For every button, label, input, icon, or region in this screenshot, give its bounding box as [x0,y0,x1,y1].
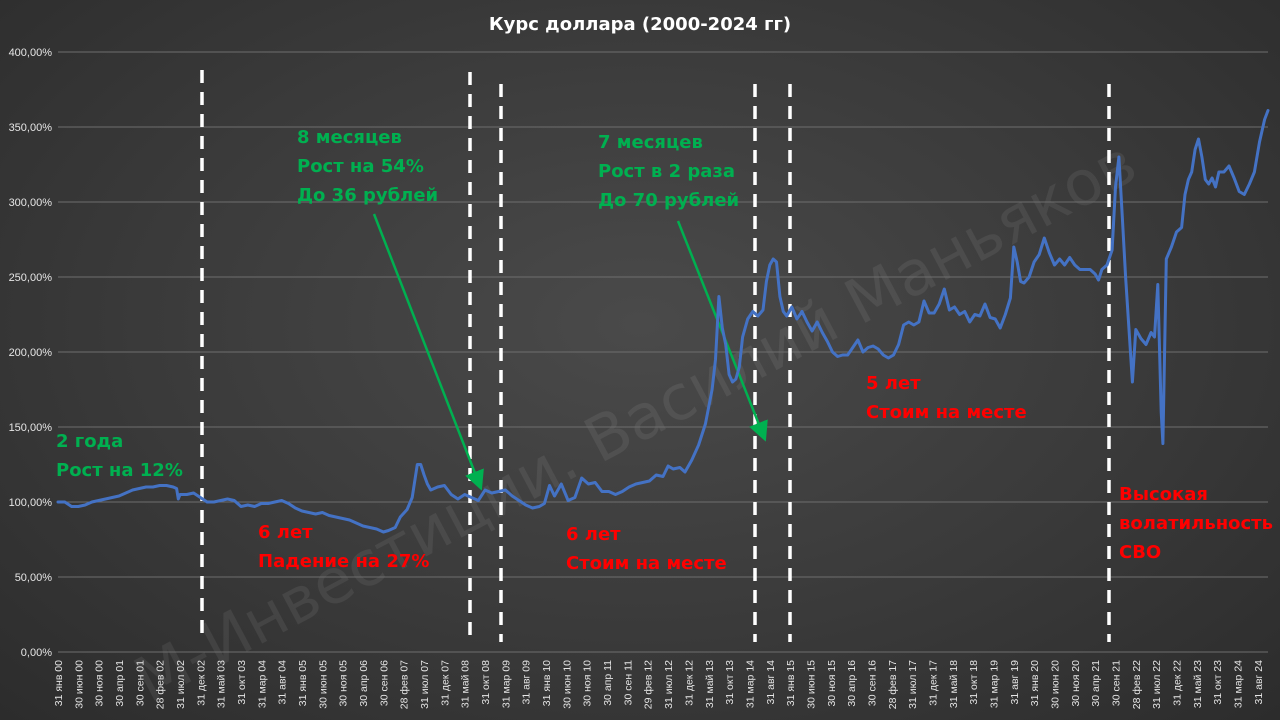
x-tick-label: 30 апр 16 [846,660,858,707]
x-tick-label: 31 авг 04 [277,660,289,705]
x-tick-label: 31 окт 08 [480,660,492,705]
x-tick-label: 30 июн 05 [317,660,329,709]
annotation-text: Высокая [1119,484,1208,505]
x-axis: 31 янв 00 30 июн 00 30 ноя 00 30 апр 01 30 с… [53,660,1265,709]
annotation-text: Рост на 54% [297,156,424,177]
x-tick-label: 31 дек 12 [683,660,695,706]
y-axis: 0,00% 50,00% 100,00% 150,00% 200,00% 250,00% 3… [9,47,53,659]
x-tick-label: 30 июн 20 [1049,660,1061,709]
annotation-text: Рост на 12% [56,460,183,481]
x-tick-label: 31 июл 17 [907,660,919,709]
y-tick-label: 100,00% [9,497,53,509]
y-tick-label: 350,00% [9,122,53,134]
x-tick-label: 28 фев 02 [155,660,167,709]
x-tick-label: 31 авг 19 [1009,660,1021,705]
x-tick-label: 30 ноя 15 [826,660,838,707]
y-tick-label: 300,00% [9,197,53,209]
y-tick-label: 50,00% [15,572,53,584]
annotation-text: СВО [1119,542,1161,563]
x-tick-label: 31 янв 05 [297,660,309,706]
x-tick-label: 31 май 18 [948,660,960,708]
x-tick-label: 31 мар 04 [256,660,268,708]
annotation-text: Рост в 2 раза [598,161,735,182]
x-tick-label: 31 май 03 [216,660,228,708]
x-tick-label: 30 июн 10 [561,660,573,709]
x-tick-label: 30 апр 21 [1090,660,1102,707]
annotation-text: 5 лет [866,373,921,394]
x-tick-label: 31 июл 12 [663,660,675,709]
x-tick-label: 31 мар 09 [500,660,512,708]
y-tick-label: 0,00% [21,647,52,659]
annotation-text: волатильность [1119,513,1273,534]
annotation-text: До 36 рублей [297,185,438,206]
x-tick-label: 31 дек 17 [927,660,939,706]
x-tick-label: 30 сен 11 [622,660,634,705]
x-tick-label: 31 окт 03 [236,660,248,705]
annotation-text: Падение на 27% [258,551,429,572]
x-tick-label: 30 апр 06 [358,660,370,707]
annotation-text: Стоим на месте [566,553,727,574]
annotation-text: 8 месяцев [297,127,402,148]
x-tick-label: 31 июл 22 [1151,660,1163,709]
x-tick-label: 31 мар 19 [988,660,1000,708]
chart-title: Курс доллара (2000-2024 гг) [489,14,791,35]
annotation-text: 6 лет [566,524,621,545]
x-tick-label: 31 янв 00 [53,660,65,706]
x-tick-label: 30 июн 00 [73,660,85,709]
x-tick-label: 31 дек 07 [439,660,451,706]
x-tick-label: 31 мар 14 [744,660,756,708]
x-tick-label: 30 ноя 20 [1070,660,1082,707]
y-tick-label: 400,00% [9,47,53,59]
annotations: 2 года Рост на 12% 6 лет Падение на 27% 8 ме… [56,127,1273,574]
x-tick-label: 31 дек 02 [195,660,207,706]
x-tick-label: 31 июл 02 [175,660,187,709]
x-tick-label: 31 авг 24 [1253,660,1265,705]
x-tick-label: 30 апр 01 [114,660,126,707]
gridlines [58,51,1268,653]
annotation-text: 2 года [56,431,123,452]
annotation-text: 7 месяцев [598,132,703,153]
x-tick-label: 30 сен 21 [1110,660,1122,706]
x-tick-label: 30 ноя 10 [582,660,594,707]
annotation-text: До 70 рублей [598,190,739,211]
x-tick-label: 30 ноя 05 [338,660,350,707]
x-tick-label: 29 фев 12 [643,660,655,709]
series-line [56,109,1270,534]
x-tick-label: 31 авг 14 [765,660,777,705]
period-dividers [200,70,1111,642]
x-tick-label: 31 янв 15 [785,660,797,706]
x-tick-label: 31 май 08 [460,660,472,708]
x-tick-label: 31 янв 10 [541,660,553,706]
x-tick-label: 30 июн 15 [805,660,817,709]
x-tick-label: 31 янв 20 [1029,660,1041,706]
x-tick-label: 30 сен 01 [134,660,146,706]
annotation-text: Стоим на месте [866,402,1027,423]
x-tick-label: 31 авг 09 [521,660,533,705]
x-tick-label: 31 май 13 [704,660,716,708]
x-tick-label: 28 фев 17 [887,660,899,709]
annotation-text: 6 лет [258,522,313,543]
x-tick-label: 30 ноя 00 [94,660,106,707]
x-tick-label: 31 окт 18 [968,660,980,705]
x-tick-label: 30 апр 11 [602,660,614,706]
x-tick-label: 31 июл 07 [419,660,431,709]
x-tick-label: 31 окт 13 [724,660,736,705]
annotation-arrow [372,213,484,491]
x-tick-label: 28 фев 22 [1131,660,1143,709]
x-tick-label: 28 фев 07 [399,660,411,709]
x-tick-label: 31 дек 22 [1171,660,1183,706]
x-tick-label: 30 сен 16 [866,660,878,706]
x-tick-label: 30 сен 06 [378,660,390,706]
y-tick-label: 200,00% [9,347,53,359]
x-tick-label: 31 окт 23 [1212,660,1224,705]
x-tick-label: 31 мар 24 [1232,660,1244,708]
y-tick-label: 250,00% [9,272,53,284]
y-tick-label: 150,00% [9,422,53,434]
x-tick-label: 31 май 23 [1192,660,1204,708]
